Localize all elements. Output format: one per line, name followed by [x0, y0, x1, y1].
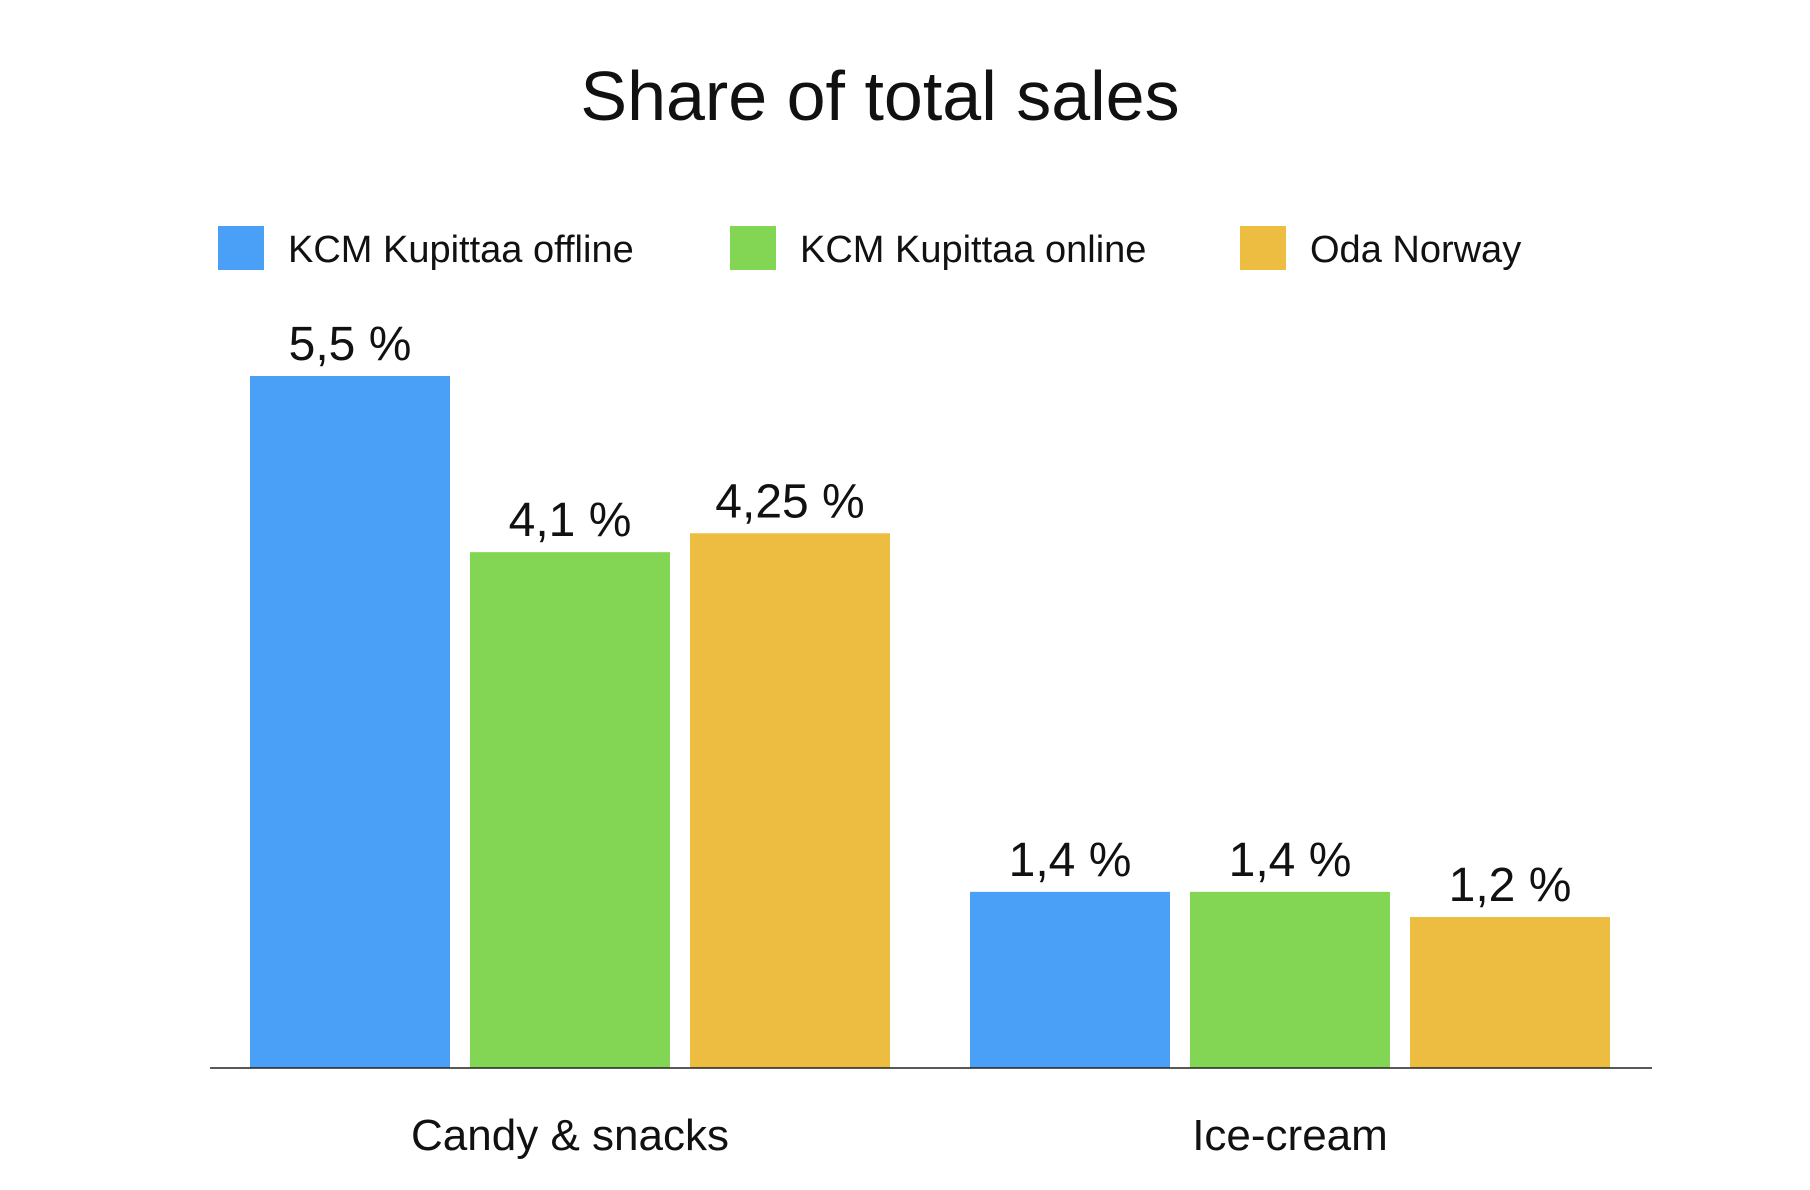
- data-label-candy-snacks-oda-norway: 4,25 %: [715, 475, 864, 528]
- data-label-ice-cream-oda-norway: 1,2 %: [1449, 859, 1572, 912]
- category-label-candy-snacks: Candy & snacks: [411, 1111, 729, 1160]
- legend-label-oda-norway: Oda Norway: [1310, 229, 1521, 271]
- legend-swatch-oda-norway: [1240, 226, 1286, 270]
- legend-label-kcm-kupittaa-offline: KCM Kupittaa offline: [288, 229, 634, 271]
- data-label-candy-snacks-kcm-kupittaa-online: 4,1 %: [509, 494, 632, 547]
- data-label-ice-cream-kcm-kupittaa-offline: 1,4 %: [1009, 834, 1132, 887]
- bars-group: [250, 376, 1610, 1068]
- bar-ice-cream-kcm-kupittaa-offline: [970, 891, 1170, 1068]
- data-label-candy-snacks-kcm-kupittaa-offline: 5,5 %: [289, 318, 412, 371]
- value-labels-group: 5,5 % 4,1 % 4,25 % 1,4 % 1,4 % 1,2 %: [289, 318, 1572, 912]
- bar-candy-snacks-kcm-kupittaa-online: [470, 552, 670, 1068]
- bar-candy-snacks-kcm-kupittaa-offline: [250, 376, 450, 1068]
- legend-swatch-kcm-kupittaa-offline: [218, 226, 264, 270]
- chart-title: Share of total sales: [580, 57, 1179, 135]
- category-labels-group: Candy & snacks Ice-cream: [411, 1111, 1388, 1160]
- legend-swatch-kcm-kupittaa-online: [730, 226, 776, 270]
- data-label-ice-cream-kcm-kupittaa-online: 1,4 %: [1229, 834, 1352, 887]
- category-label-ice-cream: Ice-cream: [1192, 1111, 1388, 1160]
- legend: KCM Kupittaa offline KCM Kupittaa online O…: [218, 226, 1521, 271]
- bar-ice-cream-oda-norway: [1410, 917, 1610, 1068]
- bar-ice-cream-kcm-kupittaa-online: [1190, 891, 1390, 1068]
- bar-candy-snacks-oda-norway: [690, 533, 890, 1068]
- legend-label-kcm-kupittaa-online: KCM Kupittaa online: [800, 229, 1146, 271]
